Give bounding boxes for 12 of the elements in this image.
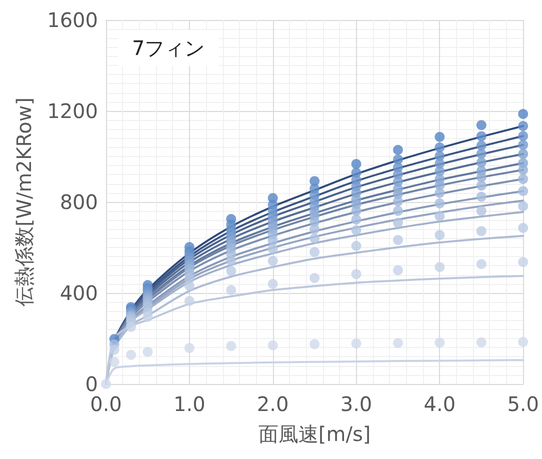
x-axis-title: 面風速[m/s] — [258, 422, 371, 446]
annotation: 7フィン — [132, 36, 205, 60]
y-tick-label: 400 — [60, 281, 98, 305]
x-tick-label: 4.0 — [424, 392, 456, 416]
y-axis-title: 伝熱係数[W/m2KRow] — [12, 97, 36, 307]
y-tick-label: 800 — [60, 190, 98, 214]
x-tick-label: 5.0 — [507, 392, 540, 416]
x-tick-label: 1.0 — [174, 392, 206, 416]
x-tick-label: 2.0 — [256, 392, 289, 416]
y-tick-label: 1200 — [47, 99, 98, 123]
x-tick-label: 3.0 — [340, 392, 372, 416]
y-tick-label: 1600 — [47, 8, 98, 32]
